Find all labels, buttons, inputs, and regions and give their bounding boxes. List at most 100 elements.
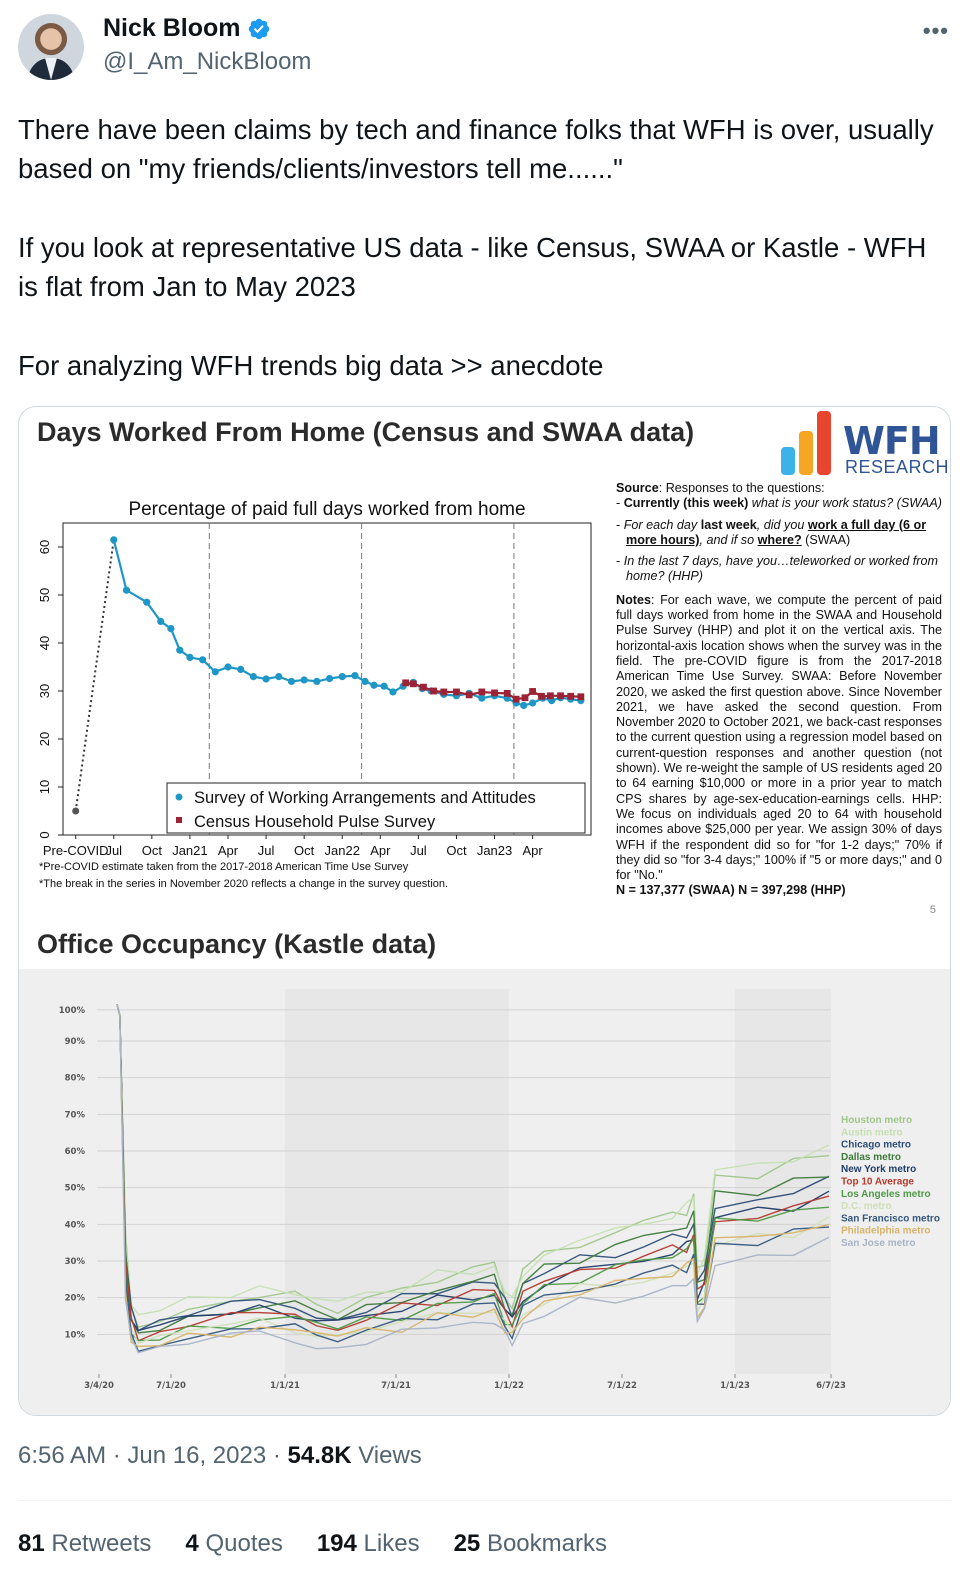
occupancy-series-line <box>116 1004 830 1348</box>
swaa-point <box>143 598 151 606</box>
sample-size: N = 137,377 (SWAA) N = 397,298 (HHP) <box>616 883 846 898</box>
tweet-meta: 6:56 AM · Jun 16, 2023 · 54.8K Views <box>18 1442 422 1470</box>
more-options-icon[interactable]: ••• <box>922 18 949 43</box>
bookmarks-stat[interactable]: 25 Bookmarks <box>454 1530 607 1558</box>
notes-text: : For each wave, we compute the percent … <box>616 592 942 883</box>
q2-f: where? <box>757 532 802 547</box>
occupancy-series-line <box>116 1004 830 1354</box>
q1-rest: what is your work status? (SWAA) <box>748 496 942 511</box>
swaa-point <box>313 677 321 685</box>
y-tick-label: 80% <box>65 1074 86 1084</box>
census-point <box>420 683 427 691</box>
year-band <box>735 989 831 1374</box>
question-swaa-2: - For each day last week, did you work a… <box>616 517 927 547</box>
tweet-paragraph: If you look at representative US data - … <box>18 231 934 303</box>
legend-series-label: Chicago metro <box>841 1140 911 1151</box>
verified-badge-icon <box>248 18 269 39</box>
y-tick-label: 60 <box>37 540 52 554</box>
y-tick-label: 90% <box>65 1037 86 1047</box>
x-tick-label: Jan22 <box>325 843 360 858</box>
swaa-point <box>157 617 165 625</box>
swaa-point <box>380 682 388 690</box>
census-point <box>546 692 554 700</box>
census-point <box>529 688 537 695</box>
author-name[interactable]: Nick Bloom <box>103 14 241 42</box>
occupancy-series-line <box>116 1004 830 1334</box>
source-label: Source <box>616 481 659 495</box>
legend-series-label: San Jose metro <box>841 1238 915 1249</box>
legend-series-label: Houston metro <box>841 1115 912 1126</box>
chart-notes: Source: Responses to the questions: - Cu… <box>616 481 942 916</box>
avatar[interactable] <box>18 14 84 80</box>
x-tick-label: Oct <box>294 843 315 858</box>
views-label: Views <box>351 1442 422 1469</box>
swaa-point <box>199 656 207 664</box>
tweet-paragraph: For analyzing WFH trends big data >> ane… <box>18 349 604 381</box>
q2-e: , and if so <box>699 532 758 547</box>
x-tick-label: 1/1/22 <box>494 1381 524 1391</box>
y-tick-label: 50 <box>37 588 52 602</box>
census-point <box>512 695 520 703</box>
likes-stat[interactable]: 194 Likes <box>317 1530 420 1558</box>
census-point <box>465 691 473 699</box>
census-point <box>491 689 498 697</box>
y-tick-label: 30% <box>65 1257 86 1267</box>
x-tick-label: Jul <box>105 843 122 858</box>
legend-series-label: D.C. metro <box>841 1201 892 1212</box>
engagement-stats: 81 Retweets 4 Quotes 194 Likes 25 Bookma… <box>18 1530 607 1558</box>
legend-series-label: Dallas metro <box>841 1152 901 1163</box>
q2-b: last week <box>700 517 757 532</box>
census-point <box>453 688 460 696</box>
year-band <box>285 989 509 1374</box>
swaa-point <box>338 673 346 681</box>
y-tick-label: 30 <box>37 684 52 698</box>
y-tick-label: 40 <box>37 636 52 650</box>
x-tick-label: Jul <box>410 843 427 858</box>
census-point <box>521 694 529 702</box>
legend-series-label: New York metro <box>841 1164 916 1175</box>
retweets-count: 81 <box>18 1530 45 1557</box>
tweet-image[interactable]: Days Worked From Home (Census and SWAA d… <box>18 406 951 1416</box>
x-tick-label: Apr <box>522 843 543 858</box>
swaa-point <box>176 646 184 654</box>
swaa-point <box>300 676 308 684</box>
x-tick-label: 7/1/20 <box>156 1381 186 1391</box>
q3: In the last 7 days, have you…teleworked … <box>623 554 938 584</box>
swaa-point <box>478 694 486 702</box>
x-tick-label: 1/1/21 <box>270 1381 300 1391</box>
retweets-stat[interactable]: 81 Retweets <box>18 1530 151 1558</box>
notes-paragraph: Notes: For each wave, we compute the per… <box>616 593 942 884</box>
views-count: 54.8K <box>287 1442 352 1469</box>
census-point <box>430 687 438 695</box>
swaa-point <box>186 653 194 661</box>
author-handle[interactable]: @I_Am_NickBloom <box>103 48 312 75</box>
y-tick-label: 20% <box>65 1294 86 1304</box>
y-tick-label: 10 <box>37 780 52 794</box>
logo-text: WFH <box>843 419 941 463</box>
q1-bold: Currently (this week) <box>623 496 749 511</box>
quotes-count: 4 <box>185 1530 199 1557</box>
swaa-point <box>351 672 359 680</box>
legend-series-label: San Francisco metro <box>841 1213 940 1224</box>
kastle-occupancy-chart: 10% 20% 30% 40% 50% 60% 70% 80% 90% 100% 3/4/20 7/1… <box>19 969 950 1415</box>
legend-census-label: Census Household Pulse Survey <box>194 813 436 831</box>
swaa-point <box>249 673 257 681</box>
logo-subtext: RESEARCH <box>845 457 950 477</box>
x-tick-label: Jul <box>258 843 275 858</box>
x-tick-label: Apr <box>218 843 239 858</box>
tweet-timestamp[interactable]: 6:56 AM · Jun 16, 2023 · <box>18 1442 288 1469</box>
census-point <box>440 688 448 696</box>
likes-count: 194 <box>316 1530 357 1557</box>
census-point <box>557 692 564 700</box>
question-hhp: - In the last 7 days, have you…teleworke… <box>616 554 938 584</box>
census-point <box>402 679 410 687</box>
swaa-point <box>237 665 245 673</box>
census-point <box>567 692 575 700</box>
quotes-stat[interactable]: 4 Quotes <box>185 1530 282 1558</box>
chart1-title: Percentage of paid full days worked from… <box>128 499 525 520</box>
source-text: : Responses to the questions: <box>658 481 825 495</box>
image-title-wfh: Days Worked From Home (Census and SWAA d… <box>37 417 695 447</box>
swaa-point <box>262 675 270 683</box>
swaa-point <box>122 586 131 594</box>
x-tick-label: 3/4/20 <box>84 1381 114 1391</box>
